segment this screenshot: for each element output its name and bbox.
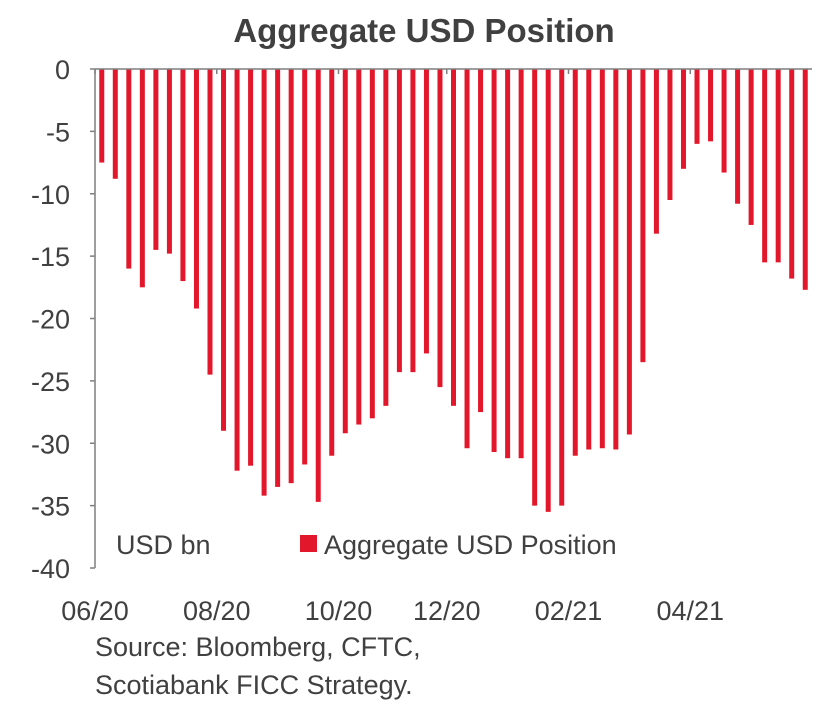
x-tick-label: 02/21 xyxy=(535,596,603,626)
source-line-1: Source: Bloomberg, CFTC, xyxy=(95,632,421,662)
y-tick-label: -15 xyxy=(31,242,70,272)
bar xyxy=(248,69,254,466)
x-tick-label: 06/20 xyxy=(61,596,129,626)
bar xyxy=(396,69,402,373)
y-tick-label: -40 xyxy=(31,554,70,584)
bar xyxy=(572,69,578,456)
unit-label: USD bn xyxy=(116,530,211,560)
bar xyxy=(802,69,808,290)
bar xyxy=(613,69,619,450)
bar xyxy=(275,69,281,487)
y-tick-label: -10 xyxy=(31,180,70,210)
bar xyxy=(789,69,795,279)
y-tick-label: -35 xyxy=(31,492,70,522)
bar xyxy=(762,69,768,263)
source-line-2: Scotiabank FICC Strategy. xyxy=(95,670,413,700)
source-note: Source: Bloomberg, CFTC, Scotiabank FICC… xyxy=(95,628,421,704)
y-tick-label: -30 xyxy=(31,429,70,459)
bar xyxy=(464,69,470,449)
bar xyxy=(667,69,673,200)
x-tick-label: 04/21 xyxy=(656,596,724,626)
y-axis: 0 -5 -10 -15 -20 -25 -30 -35 -40 xyxy=(31,55,96,584)
bar xyxy=(708,69,714,142)
bar xyxy=(329,69,335,456)
bar xyxy=(518,69,524,459)
bar xyxy=(207,69,213,375)
bar xyxy=(180,69,186,282)
bar xyxy=(653,69,659,234)
bar xyxy=(437,69,443,388)
bar xyxy=(288,69,294,484)
legend-label: Aggregate USD Position xyxy=(324,530,617,560)
bar xyxy=(112,69,118,179)
bar xyxy=(261,69,267,496)
bars-group xyxy=(99,69,808,512)
bar xyxy=(505,69,511,459)
y-tick-label: -20 xyxy=(31,305,70,335)
bar xyxy=(302,69,308,465)
chart-title: Aggregate USD Position xyxy=(233,12,614,49)
y-tick-label: 0 xyxy=(55,55,70,85)
x-tick-label: 08/20 xyxy=(183,596,251,626)
bar xyxy=(599,69,605,449)
bar xyxy=(748,69,754,225)
bar xyxy=(126,69,132,269)
bar xyxy=(626,69,632,435)
bar xyxy=(491,69,497,452)
bar xyxy=(735,69,741,204)
bar xyxy=(139,69,145,288)
bar xyxy=(166,69,172,254)
bar xyxy=(680,69,686,169)
bar xyxy=(423,69,429,354)
x-tick-label: 10/20 xyxy=(305,596,373,626)
bar xyxy=(315,69,321,502)
bar xyxy=(451,69,456,406)
x-tick-label: 12/20 xyxy=(413,596,481,626)
y-tick-label: -5 xyxy=(46,117,70,147)
bar xyxy=(99,69,105,163)
bar xyxy=(221,69,227,431)
legend-swatch xyxy=(300,535,317,552)
y-tick-label: -25 xyxy=(31,367,70,397)
bar xyxy=(532,69,538,506)
bar xyxy=(586,69,592,450)
x-axis: 06/20 08/20 10/20 12/20 02/21 04/21 xyxy=(61,68,812,626)
bar xyxy=(775,69,781,263)
bar xyxy=(342,69,348,434)
bar xyxy=(383,69,389,406)
bar xyxy=(410,69,416,373)
bar xyxy=(694,69,700,144)
bar xyxy=(369,69,375,419)
bar xyxy=(356,69,362,425)
bar xyxy=(234,69,240,471)
bar xyxy=(721,69,727,173)
bar xyxy=(559,69,565,506)
bar xyxy=(640,69,646,363)
bar xyxy=(545,69,551,512)
bar xyxy=(153,69,159,250)
bar xyxy=(478,69,484,413)
bar xyxy=(193,69,199,309)
